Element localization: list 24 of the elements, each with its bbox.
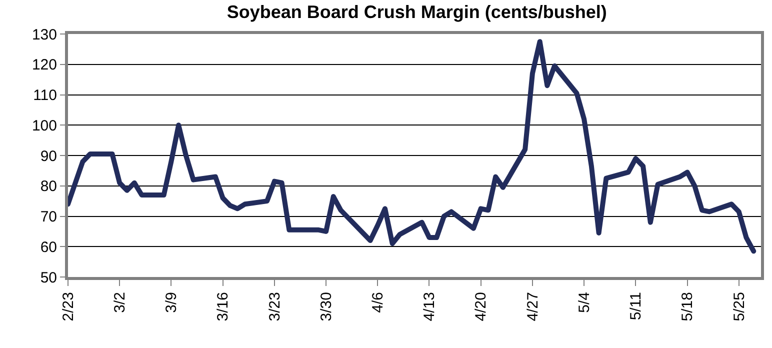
x-tick-label: 3/2 xyxy=(111,292,128,313)
x-tick-label: 4/27 xyxy=(524,292,542,322)
y-tick-label: 60 xyxy=(40,238,57,256)
chart-title: Soybean Board Crush Margin (cents/bushel) xyxy=(226,2,607,22)
x-tick-label: 5/18 xyxy=(679,292,696,322)
x-tick-label: 2/23 xyxy=(60,292,77,322)
x-tick-label: 5/11 xyxy=(628,292,645,320)
x-tick-label: 5/25 xyxy=(730,292,748,322)
x-tick-label: 5/4 xyxy=(576,292,593,313)
x-tick-label: 4/6 xyxy=(370,292,387,313)
x-tick-label: 3/16 xyxy=(214,292,232,322)
y-tick-label: 80 xyxy=(40,178,57,196)
y-tick-label: 90 xyxy=(40,148,57,165)
x-tick-label: 4/20 xyxy=(472,292,490,322)
y-tick-label: 100 xyxy=(32,117,57,134)
y-tick-label: 110 xyxy=(33,87,57,104)
x-tick-label: 3/30 xyxy=(318,292,335,322)
x-tick-label: 4/13 xyxy=(421,292,438,322)
x-tick-label: 3/9 xyxy=(163,292,180,313)
y-tick-label: 120 xyxy=(32,56,57,74)
x-tick-label: 3/23 xyxy=(266,292,284,322)
y-tick-label: 50 xyxy=(40,269,57,286)
y-tick-label: 70 xyxy=(40,208,57,226)
y-tick-label: 130 xyxy=(32,26,57,44)
